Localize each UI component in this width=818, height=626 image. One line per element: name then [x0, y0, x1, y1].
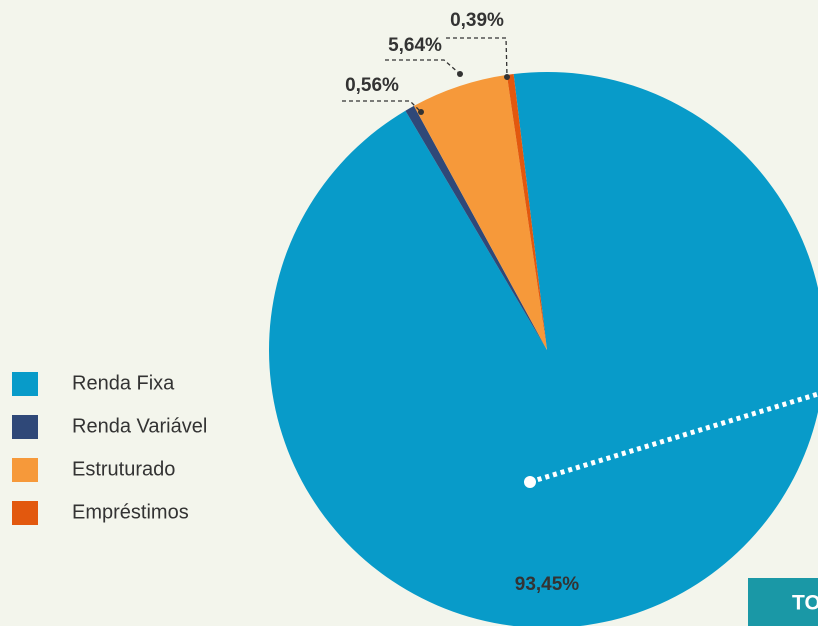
leader-line [385, 59, 461, 75]
leader-dot [418, 109, 424, 115]
legend-swatch [12, 458, 38, 482]
legend: Renda Fixa Renda Variável Estruturado Empré… [12, 372, 207, 525]
leader-line [342, 100, 422, 113]
slice [269, 72, 818, 626]
data-label: 5,64% [388, 35, 442, 56]
slice [405, 105, 547, 350]
legend-swatch [12, 415, 38, 439]
legend-swatch [12, 372, 38, 396]
leader-dot [504, 74, 510, 80]
slice [413, 74, 547, 350]
data-label: 93,45% [515, 574, 580, 595]
leader-dot [457, 71, 463, 77]
legend-label: Estruturado [72, 458, 175, 480]
legend-swatch [12, 501, 38, 525]
total-box [748, 578, 818, 626]
legend-label: Renda Fixa [72, 372, 175, 394]
data-label: 0,39% [450, 10, 504, 31]
pointer-dot [524, 476, 536, 488]
total-label: TO [792, 592, 818, 615]
pointer-line [529, 391, 818, 485]
legend-label: Empréstimos [72, 501, 189, 523]
leader-line [446, 37, 508, 77]
legend-label: Renda Variável [72, 415, 207, 437]
pie [269, 72, 818, 626]
slice [506, 74, 547, 350]
data-label: 0,56% [345, 75, 399, 96]
